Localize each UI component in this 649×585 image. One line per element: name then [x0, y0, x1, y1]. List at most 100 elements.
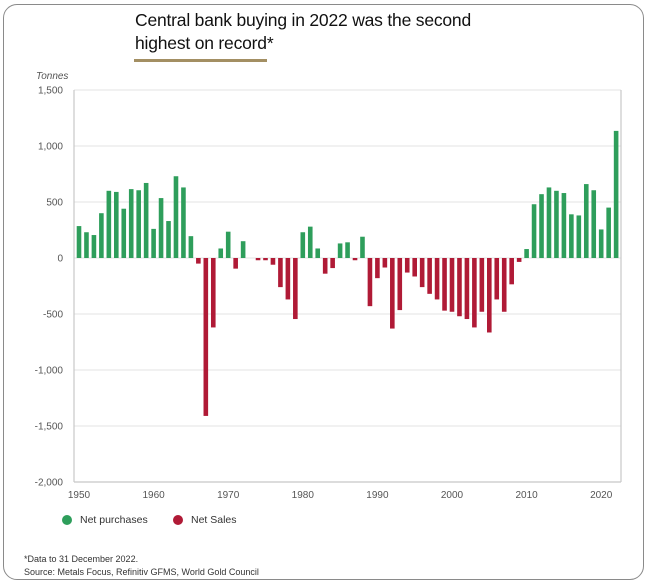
bar-net-purchase: [218, 248, 224, 258]
bar-net-purchase: [583, 184, 589, 258]
bar-net-purchase: [91, 235, 97, 258]
x-tick-label: 1990: [366, 490, 389, 501]
bar-net-sale: [203, 258, 209, 416]
bar-net-sale: [449, 258, 455, 312]
bar-net-purchase: [128, 189, 134, 258]
bar-net-sale: [263, 258, 268, 261]
chart-title-line-2: highest on record*: [135, 33, 274, 53]
bar-net-purchase: [546, 187, 552, 258]
bar-net-sale: [479, 258, 485, 312]
bar-net-purchase: [539, 194, 544, 258]
chart-title-line-1: Central bank buying in 2022 was the seco…: [135, 10, 471, 30]
title-underline-rule: [134, 59, 267, 62]
bar-net-sale: [322, 258, 328, 274]
x-tick-label: 2020: [590, 490, 613, 501]
bar-net-purchase: [151, 228, 156, 258]
legend-item-net-purchases: Net purchases: [62, 514, 148, 526]
bar-net-sale: [516, 258, 522, 262]
bar-net-purchase: [300, 232, 306, 258]
bar-net-purchase: [561, 193, 567, 258]
bar-net-sale: [494, 258, 500, 300]
legend-label: Net Sales: [191, 514, 237, 526]
legend-item-net-sales: Net Sales: [173, 514, 237, 526]
bar-net-purchase: [360, 236, 365, 258]
bar-net-sale: [397, 258, 403, 311]
x-tick-label: 2000: [441, 490, 464, 501]
bar-net-purchase: [166, 221, 171, 258]
bar-net-sale: [352, 258, 358, 261]
bar-net-purchase: [598, 229, 604, 258]
bar-net-sale: [390, 258, 395, 329]
bar-net-sale: [464, 258, 470, 320]
y-tick-label: -2,000: [35, 478, 64, 489]
x-tick-label: 1970: [217, 490, 240, 501]
legend-swatch-red-dot-icon: [173, 515, 183, 525]
bar-net-sale: [367, 258, 373, 307]
y-tick-label: 1,000: [38, 142, 63, 153]
bar-net-sale: [434, 258, 440, 300]
y-tick-label: 1,500: [38, 86, 63, 97]
y-tick-label: 500: [46, 198, 63, 209]
x-tick-label: 1950: [68, 490, 91, 501]
x-tick-label: 1980: [292, 490, 315, 501]
bar-net-sale: [412, 258, 417, 277]
bar-net-sale: [375, 258, 380, 279]
bar-net-purchase: [240, 241, 246, 258]
bar-net-purchase: [307, 226, 313, 258]
bar-net-sale: [270, 258, 276, 265]
bar-net-purchase: [524, 249, 529, 258]
bar-net-sale: [233, 258, 238, 269]
bar-net-purchase: [591, 190, 597, 258]
bar-net-purchase: [181, 187, 186, 258]
y-axis-unit-label: Tonnes: [36, 71, 69, 82]
bar-net-purchase: [337, 243, 343, 258]
legend-label: Net purchases: [80, 514, 148, 526]
bar-net-sale: [509, 258, 514, 285]
bar-net-sale: [330, 258, 335, 269]
bar-net-purchase: [576, 215, 582, 258]
bar-net-purchase: [554, 190, 559, 258]
legend-swatch-green-dot-icon: [62, 515, 72, 525]
bar-net-purchase: [569, 214, 574, 258]
bar-net-sale: [255, 258, 261, 261]
footnote-source: Source: Metals Focus, Refinitiv GFMS, Wo…: [24, 567, 259, 577]
bar-net-sale: [472, 258, 477, 328]
y-tick-label: 0: [57, 254, 63, 265]
bar-net-sale: [442, 258, 447, 311]
bar-net-purchase: [84, 232, 89, 258]
bar-net-purchase: [225, 231, 231, 258]
bar-net-purchase: [76, 226, 82, 258]
bar-net-sale: [457, 258, 462, 317]
bar-net-sale: [382, 258, 388, 268]
bar-net-purchase: [613, 130, 619, 258]
bar-net-sale: [196, 258, 201, 264]
y-tick-label: -1,500: [35, 422, 64, 433]
bar-net-sale: [501, 258, 507, 312]
x-tick-label: 1960: [142, 490, 165, 501]
x-tick-label: 2010: [515, 490, 538, 501]
bar-net-purchase: [143, 182, 149, 258]
bar-net-purchase: [106, 190, 112, 258]
bar-net-purchase: [173, 176, 179, 258]
bar-net-sale: [404, 258, 410, 273]
bar-net-purchase: [606, 207, 611, 258]
bar-net-sale: [419, 258, 425, 288]
bar-net-purchase: [315, 248, 321, 258]
bar-net-purchase: [345, 242, 350, 258]
bar-net-purchase: [114, 191, 119, 258]
chart-title: Central bank buying in 2022 was the seco…: [135, 9, 471, 55]
footnote-data-date: *Data to 31 December 2022.: [24, 554, 139, 564]
chart-container: [3, 4, 644, 580]
bar-net-purchase: [188, 236, 194, 258]
y-tick-label: -500: [43, 310, 63, 321]
bar-net-sale: [210, 258, 216, 328]
y-tick-label: -1,000: [35, 366, 64, 377]
bar-net-sale: [487, 258, 492, 333]
bar-net-purchase: [531, 204, 537, 258]
bar-net-purchase: [99, 213, 104, 258]
bar-net-sale: [427, 258, 432, 294]
bar-net-sale: [285, 258, 291, 300]
bar-net-sale: [293, 258, 298, 320]
bar-net-purchase: [136, 190, 141, 258]
